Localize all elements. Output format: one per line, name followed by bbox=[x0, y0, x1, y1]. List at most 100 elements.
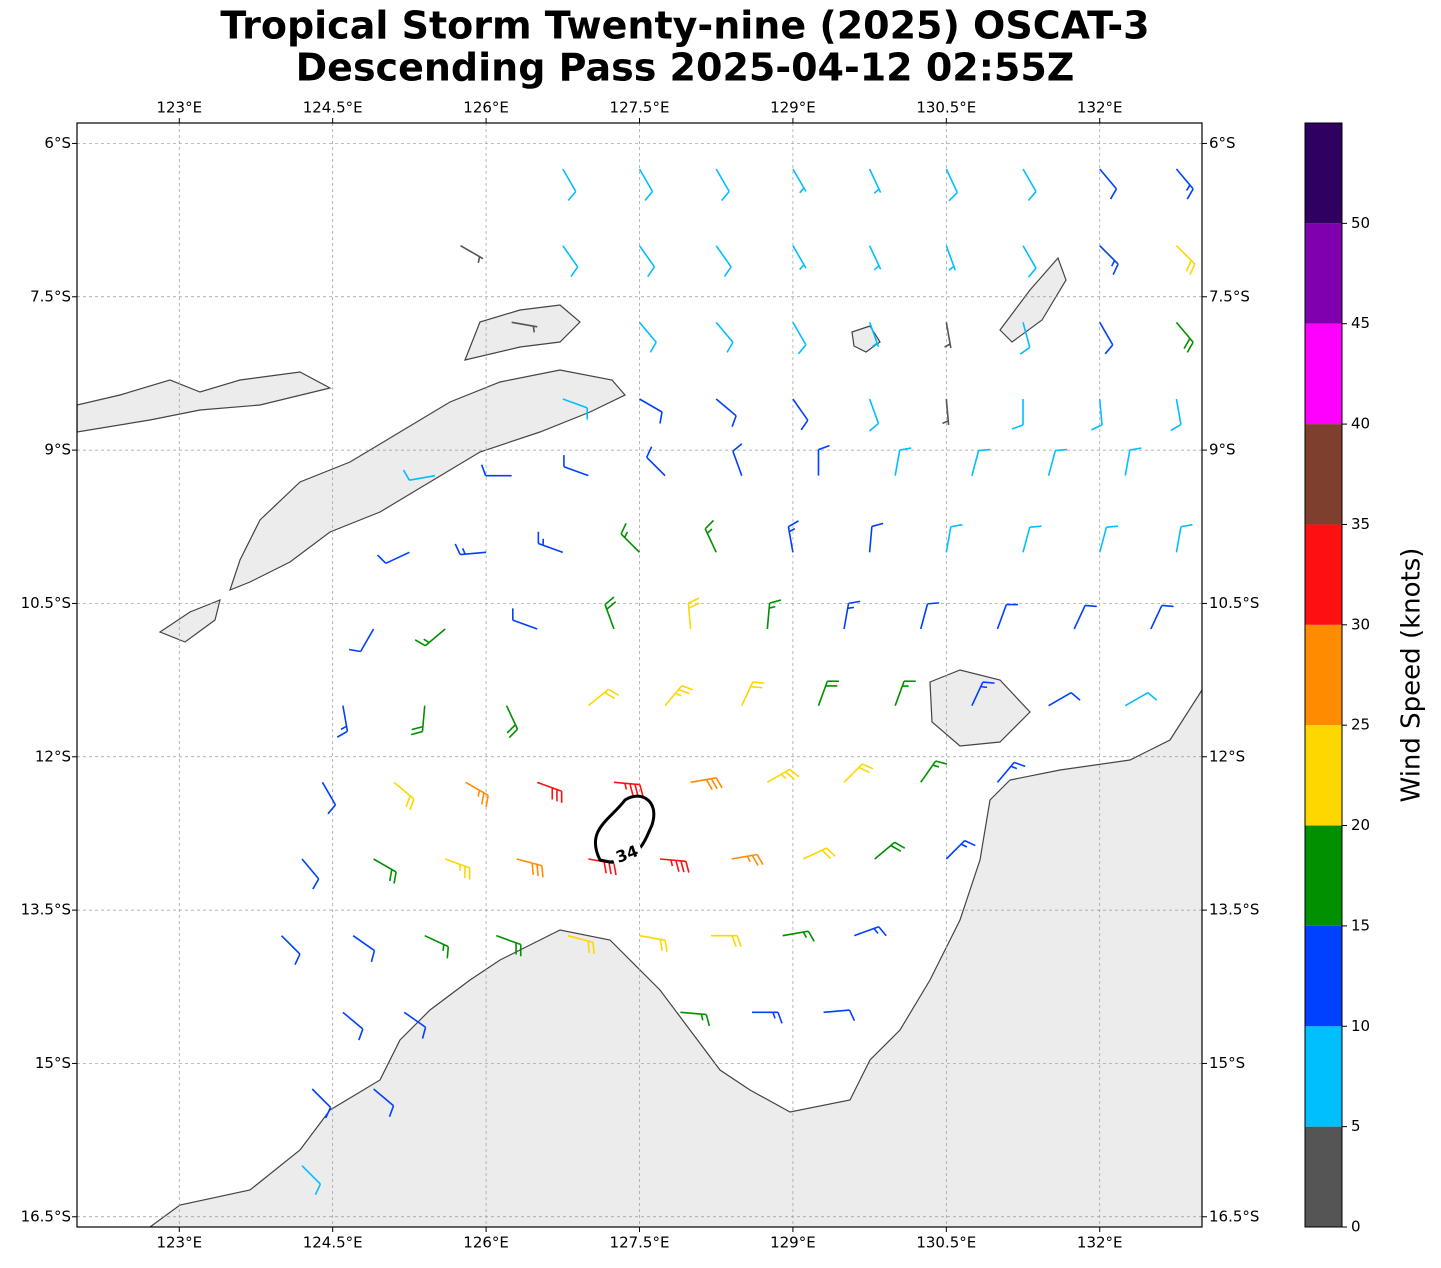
wind-barb bbox=[659, 858, 690, 873]
colorbar-bin bbox=[1305, 925, 1342, 1027]
wind-barb bbox=[402, 469, 436, 481]
wind-barb bbox=[868, 245, 882, 271]
wind-barb bbox=[414, 628, 446, 647]
colorbar-bin bbox=[1305, 825, 1342, 926]
wind-barb bbox=[638, 321, 657, 353]
wind-barb bbox=[511, 321, 538, 333]
wind-barb bbox=[562, 398, 589, 420]
wind-barb bbox=[376, 551, 410, 565]
wind-barb bbox=[1175, 523, 1193, 553]
colorbar-bin bbox=[1305, 223, 1342, 324]
wind-barb bbox=[1099, 321, 1114, 355]
colorbar-bin bbox=[1305, 524, 1342, 625]
wind-barb bbox=[639, 398, 663, 424]
wind-barb bbox=[511, 608, 538, 630]
y-tick-label: 6°S bbox=[44, 134, 71, 152]
colorbar-bin bbox=[1305, 725, 1342, 826]
wind-barb bbox=[868, 522, 884, 553]
wind-barb bbox=[1011, 399, 1024, 430]
wind-barb bbox=[715, 321, 734, 353]
wind-barb bbox=[1124, 691, 1158, 707]
wind-barb bbox=[843, 763, 874, 783]
y-tick-label: 9°S bbox=[1209, 441, 1236, 459]
wind-barb bbox=[638, 245, 656, 278]
wind-barb bbox=[1019, 322, 1031, 355]
contour-label-box bbox=[608, 837, 646, 871]
wind-barb bbox=[373, 858, 397, 884]
wind-barb bbox=[604, 596, 617, 630]
x-tick-label: 127.5°E bbox=[610, 99, 670, 117]
y-tick-label: 9°S bbox=[44, 441, 71, 459]
wind-barb bbox=[996, 761, 1026, 783]
colorbar-tick-label: 50 bbox=[1351, 214, 1370, 232]
wind-barb bbox=[843, 600, 861, 630]
title: Tropical Storm Twenty-nine (2025) OSCAT-… bbox=[220, 4, 1149, 48]
x-tick-label: 130.5°E bbox=[916, 1234, 976, 1252]
wind-barb bbox=[715, 245, 732, 278]
y-tick-label: 16.5°S bbox=[1209, 1207, 1259, 1225]
wind-barb bbox=[587, 688, 620, 707]
x-tick-label: 130.5°E bbox=[916, 99, 976, 117]
wind-barb bbox=[766, 599, 782, 630]
wind-barb bbox=[639, 934, 668, 952]
wind-barb bbox=[766, 768, 800, 784]
wind-barb bbox=[1091, 398, 1103, 431]
wind-barb bbox=[945, 168, 959, 202]
wind-barb bbox=[403, 1011, 427, 1039]
wind-barb bbox=[352, 935, 376, 963]
wind-barb bbox=[336, 705, 349, 738]
wind-barb bbox=[280, 935, 301, 965]
wind-barb bbox=[817, 444, 830, 476]
x-tick-label: 129°E bbox=[770, 99, 816, 117]
wind-barb bbox=[424, 934, 450, 959]
y-tick-label: 10.5°S bbox=[1209, 594, 1259, 612]
colorbar-tick-label: 30 bbox=[1351, 615, 1370, 633]
wind-barb bbox=[874, 841, 906, 860]
wind-barb bbox=[971, 448, 991, 476]
y-tick-label: 13.5°S bbox=[21, 901, 71, 919]
colorbar-tick-label: 5 bbox=[1351, 1117, 1361, 1135]
colorbar-tick-label: 25 bbox=[1351, 716, 1370, 734]
colorbar-tick-label: 15 bbox=[1351, 916, 1370, 934]
wind-barb bbox=[823, 1009, 856, 1022]
y-tick-label: 7.5°S bbox=[30, 287, 71, 305]
wind-barb bbox=[1073, 604, 1097, 630]
wind-barb bbox=[465, 781, 489, 807]
wind-barb bbox=[945, 523, 963, 553]
wind-barb bbox=[894, 680, 916, 706]
colorbar-tick-label: 10 bbox=[1351, 1017, 1370, 1035]
y-tick-label: 10.5°S bbox=[21, 594, 71, 612]
wind-barb bbox=[1022, 525, 1042, 553]
colorbar-tick-label: 0 bbox=[1351, 1218, 1361, 1236]
wind-barb bbox=[410, 705, 426, 736]
y-tick-label: 6°S bbox=[1209, 134, 1236, 152]
wind-barb bbox=[792, 398, 809, 431]
wind-barb bbox=[1022, 245, 1037, 278]
wind-barb bbox=[853, 926, 887, 937]
wind-barb bbox=[731, 853, 764, 866]
wind-barb bbox=[536, 781, 563, 803]
wind-barb bbox=[802, 847, 836, 860]
wind-barb bbox=[348, 628, 375, 653]
wind-barb bbox=[1170, 398, 1182, 432]
wind-barb bbox=[567, 934, 595, 955]
wind-barb bbox=[311, 1088, 332, 1119]
x-tick-label: 123°E bbox=[156, 1234, 202, 1252]
colorbar-tick-label: 45 bbox=[1351, 314, 1370, 332]
wind-barb bbox=[563, 455, 589, 477]
colorbar-bin bbox=[1305, 323, 1342, 425]
wind-barb bbox=[1124, 447, 1142, 476]
colorbar-label: Wind Speed (knots) bbox=[1397, 548, 1427, 803]
wind-barb bbox=[919, 602, 940, 630]
x-tick-label: 126°E bbox=[463, 99, 509, 117]
wind-barb bbox=[1098, 525, 1119, 553]
colorbar: 0 5 10 15 20 25 30 35 40 45 50 bbox=[1304, 122, 1370, 1236]
wind-barb bbox=[868, 168, 882, 194]
x-tick-label: 124.5°E bbox=[303, 99, 363, 117]
wind-barb bbox=[782, 930, 815, 942]
wind-barb bbox=[460, 244, 484, 264]
wind-barb bbox=[942, 398, 950, 425]
x-tick-label: 126°E bbox=[463, 1234, 509, 1252]
colorbar-frame bbox=[1304, 122, 1343, 1228]
